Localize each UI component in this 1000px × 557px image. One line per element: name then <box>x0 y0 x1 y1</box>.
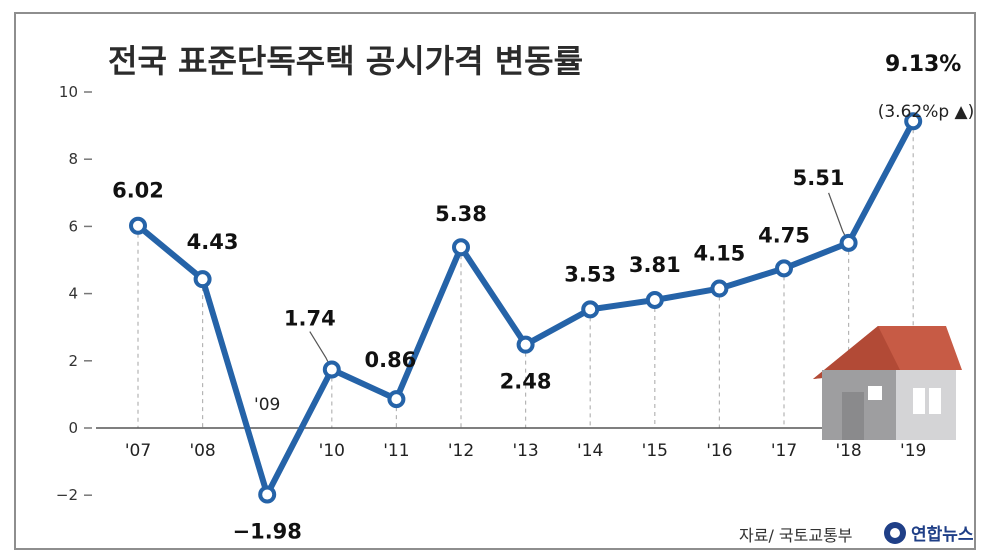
change-annotation: (3.62%p ▲) <box>878 102 975 122</box>
data-point <box>516 335 535 354</box>
data-point <box>904 112 923 131</box>
y-axis: 10 8 6 4 2 0 −2 <box>56 83 92 504</box>
x-tick-label: '11 <box>383 441 409 461</box>
y-tick-label: 4 <box>68 285 78 303</box>
data-label: 0.86 <box>364 348 416 372</box>
chart-frame: 전국 표준단독주택 공시가격 변동률 10 8 6 4 2 0 −2 '07 '08 '09 '1… <box>14 12 976 550</box>
x-tick-label: '16 <box>706 441 732 461</box>
data-label: 6.02 <box>112 179 164 203</box>
data-label: 5.51 <box>793 166 845 190</box>
house-icon <box>813 326 962 440</box>
data-label: 4.75 <box>758 223 810 247</box>
x-axis: '07 '08 '09 '10 '11 '12 '13 '14 '15 '16 '17 '18 '19 <box>96 395 936 461</box>
data-point <box>129 216 147 235</box>
data-label: 3.53 <box>564 262 616 286</box>
data-label: 9.13% <box>885 52 961 77</box>
data-point <box>322 360 341 379</box>
x-tick-label: '15 <box>642 441 668 461</box>
x-tick-label: '17 <box>771 441 797 461</box>
data-point <box>452 238 470 257</box>
data-point <box>710 279 729 298</box>
x-tick-label: '10 <box>319 441 345 461</box>
data-label: 1.74 <box>284 307 336 331</box>
y-tick-label: 10 <box>59 83 78 101</box>
label-leaders <box>309 192 846 362</box>
data-label: 3.81 <box>629 253 681 277</box>
source-text: 자료/ 국토교통부 <box>739 526 853 545</box>
data-point <box>258 485 277 504</box>
data-label: 4.15 <box>693 242 745 266</box>
x-tick-label: '14 <box>577 441 603 461</box>
data-label: 5.38 <box>435 202 487 226</box>
data-point <box>775 259 793 278</box>
line-chart: 전국 표준단독주택 공시가격 변동률 10 8 6 4 2 0 −2 '07 '08 '09 '1… <box>56 42 975 545</box>
x-tick-label: '08 <box>189 441 215 461</box>
y-tick-label: 6 <box>68 217 78 235</box>
y-tick-label: 2 <box>68 352 78 370</box>
data-point <box>193 270 212 289</box>
label-leader-line <box>309 331 329 362</box>
x-tick-label: '19 <box>900 441 926 461</box>
data-point <box>645 290 664 309</box>
data-labels: 6.02 4.43 −1.98 1.74 0.86 5.38 2.48 3.53 3.81 4.1… <box>112 52 961 543</box>
y-tick-label: −2 <box>56 486 78 504</box>
data-label: 2.48 <box>500 370 552 394</box>
brand-text: 연합뉴스 <box>911 524 974 545</box>
data-markers <box>129 112 923 504</box>
x-tick-label: '09 <box>254 395 280 415</box>
data-point <box>839 233 858 252</box>
x-tick-label: '13 <box>512 441 538 461</box>
x-tick-label: '18 <box>835 441 861 461</box>
y-tick-label: 0 <box>68 419 78 437</box>
data-label: −1.98 <box>232 520 301 544</box>
y-tick-label: 8 <box>68 150 78 168</box>
chart-title: 전국 표준단독주택 공시가격 변동률 <box>108 42 583 80</box>
data-label: 4.43 <box>187 230 239 254</box>
data-point <box>581 300 600 319</box>
data-point <box>387 390 406 409</box>
x-tick-label: '07 <box>125 441 151 461</box>
x-tick-label: '12 <box>448 441 474 461</box>
label-leader-line <box>828 192 846 236</box>
brand-logo: 연합뉴스 <box>884 522 974 545</box>
